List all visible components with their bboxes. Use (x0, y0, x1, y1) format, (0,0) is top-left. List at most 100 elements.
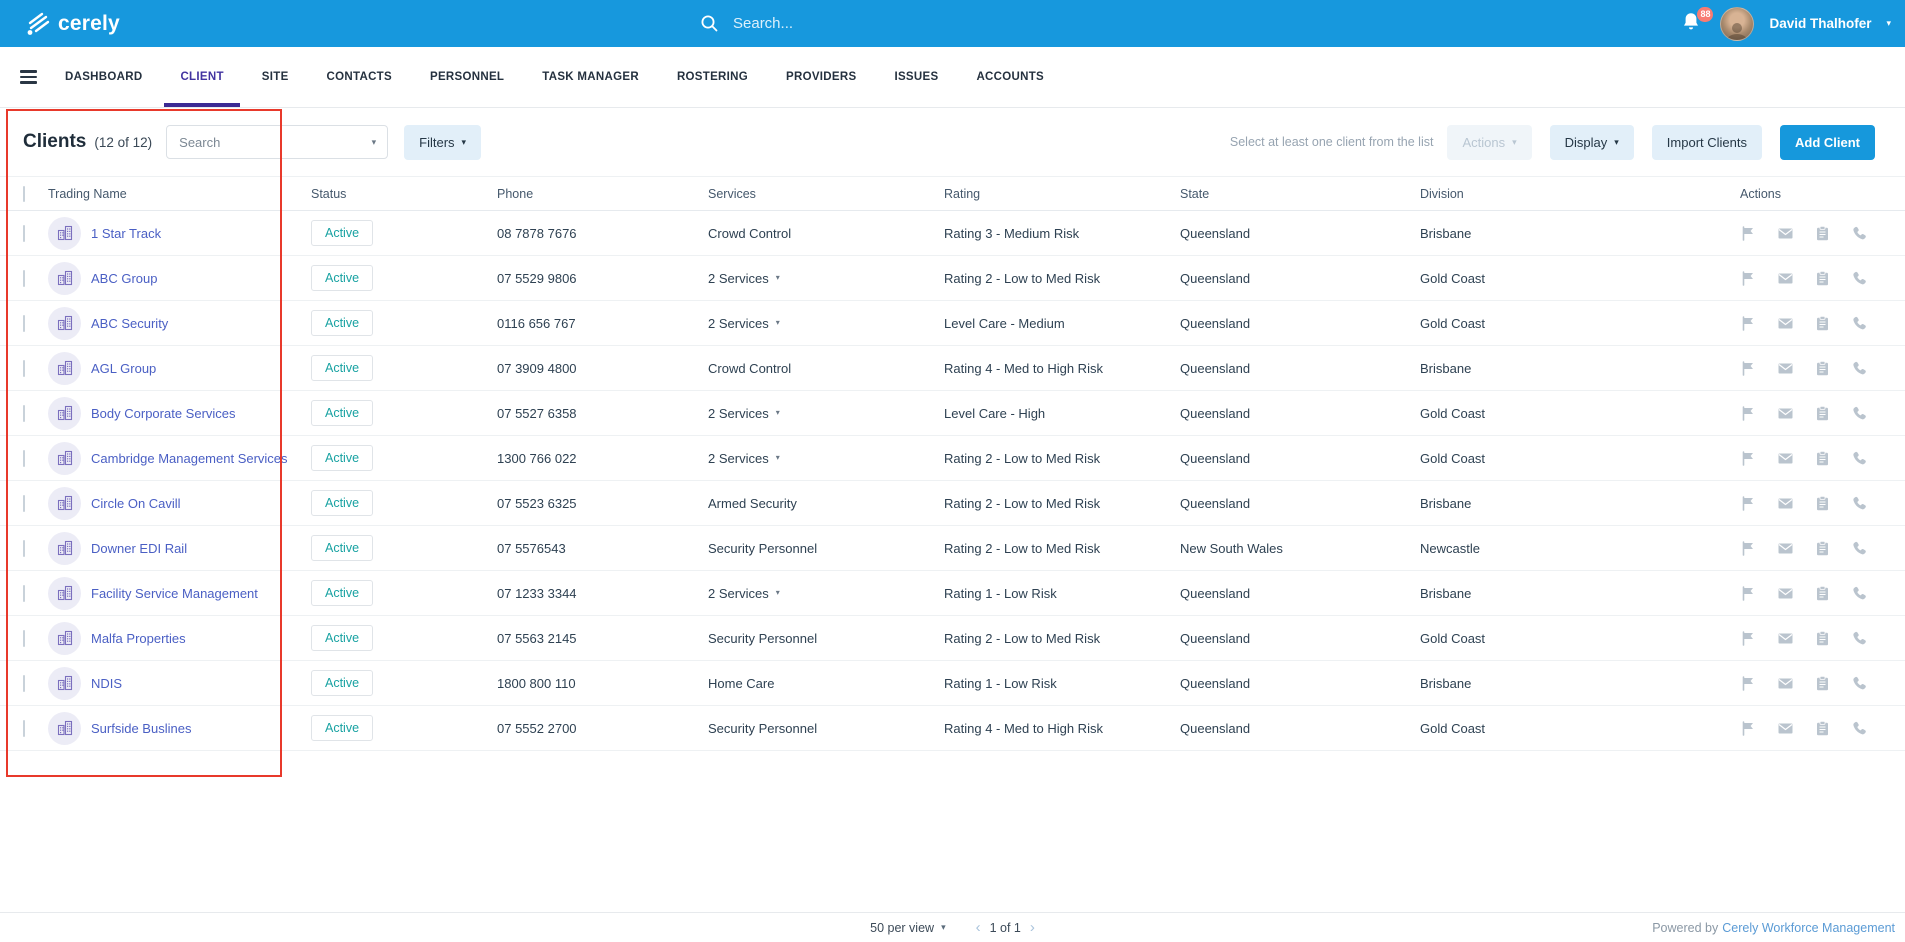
clipboard-icon[interactable] (1814, 495, 1831, 512)
nav-item[interactable]: DASHBOARD (65, 71, 143, 83)
flag-icon[interactable] (1740, 540, 1757, 557)
client-name-link[interactable]: Facility Service Management (91, 585, 258, 601)
flag-icon[interactable] (1740, 225, 1757, 242)
nav-item[interactable]: ACCOUNTS (976, 71, 1045, 83)
client-name-link[interactable]: Downer EDI Rail (91, 540, 188, 556)
flag-icon[interactable] (1740, 405, 1757, 422)
nav-item[interactable]: SITE (261, 71, 289, 83)
powered-by-link[interactable]: Cerely Workforce Management (1722, 920, 1895, 935)
services-cell[interactable]: 2 Services (708, 405, 769, 421)
mail-icon[interactable] (1777, 450, 1794, 467)
actions-button[interactable]: Actions ▾ (1447, 124, 1532, 160)
user-avatar[interactable] (1720, 6, 1755, 41)
clipboard-icon[interactable] (1814, 675, 1831, 692)
clipboard-icon[interactable] (1814, 405, 1831, 422)
row-checkbox[interactable] (23, 269, 25, 287)
clipboard-icon[interactable] (1814, 225, 1831, 242)
services-cell[interactable]: 2 Services (708, 450, 769, 466)
row-checkbox[interactable] (23, 494, 25, 512)
phone-icon[interactable] (1851, 270, 1868, 287)
services-expand-caret-icon[interactable]: ▾ (775, 453, 780, 462)
filters-button[interactable]: Filters ▾ (404, 124, 482, 160)
phone-icon[interactable] (1851, 630, 1868, 647)
phone-icon[interactable] (1851, 360, 1868, 377)
clipboard-icon[interactable] (1814, 720, 1831, 737)
clipboard-icon[interactable] (1814, 315, 1831, 332)
phone-icon[interactable] (1851, 585, 1868, 602)
flag-icon[interactable] (1740, 450, 1757, 467)
client-name-link[interactable]: ABC Security (91, 315, 169, 331)
clipboard-icon[interactable] (1814, 585, 1831, 602)
flag-icon[interactable] (1740, 630, 1757, 647)
mail-icon[interactable] (1777, 405, 1794, 422)
flag-icon[interactable] (1740, 315, 1757, 332)
user-name[interactable]: David Thalhofer (1769, 16, 1872, 31)
services-expand-caret-icon[interactable]: ▾ (775, 588, 780, 597)
phone-icon[interactable] (1851, 495, 1868, 512)
client-name-link[interactable]: Cambridge Management Services (91, 450, 288, 466)
row-checkbox[interactable] (23, 719, 25, 737)
nav-item[interactable]: PERSONNEL (429, 71, 505, 83)
select-all-checkbox[interactable] (23, 185, 25, 202)
client-name-link[interactable]: Surfside Buslines (91, 720, 192, 736)
services-cell[interactable]: 2 Services (708, 585, 769, 601)
notifications-button[interactable]: 88 (1681, 6, 1714, 37)
clipboard-icon[interactable] (1814, 540, 1831, 557)
row-checkbox[interactable] (23, 584, 25, 602)
services-expand-caret-icon[interactable]: ▾ (775, 318, 780, 327)
services-cell[interactable]: 2 Services (708, 270, 769, 286)
mail-icon[interactable] (1777, 315, 1794, 332)
services-expand-caret-icon[interactable]: ▾ (775, 408, 780, 417)
mail-icon[interactable] (1777, 720, 1794, 737)
mail-icon[interactable] (1777, 225, 1794, 242)
flag-icon[interactable] (1740, 720, 1757, 737)
client-name-link[interactable]: 1 Star Track (91, 225, 162, 241)
client-search-combo[interactable]: ▾ (166, 125, 389, 159)
client-name-link[interactable]: Malfa Properties (91, 630, 186, 646)
client-name-link[interactable]: NDIS (91, 675, 123, 691)
client-name-link[interactable]: ABC Group (91, 270, 158, 286)
nav-item[interactable]: TASK MANAGER (542, 71, 639, 83)
mail-icon[interactable] (1777, 360, 1794, 377)
next-page-chevron[interactable]: › (1029, 919, 1035, 936)
mail-icon[interactable] (1777, 270, 1794, 287)
nav-item[interactable]: CLIENT (164, 47, 241, 107)
menu-hamburger-icon[interactable] (20, 70, 37, 84)
flag-icon[interactable] (1740, 270, 1757, 287)
clipboard-icon[interactable] (1814, 360, 1831, 377)
add-client-button[interactable]: Add Client (1780, 124, 1875, 160)
phone-icon[interactable] (1851, 675, 1868, 692)
nav-item[interactable]: PROVIDERS (786, 71, 857, 83)
phone-icon[interactable] (1851, 315, 1868, 332)
mail-icon[interactable] (1777, 495, 1794, 512)
phone-icon[interactable] (1851, 225, 1868, 242)
user-menu-caret-icon[interactable]: ▾ (1886, 18, 1891, 28)
client-name-link[interactable]: Body Corporate Services (91, 405, 236, 421)
flag-icon[interactable] (1740, 360, 1757, 377)
global-search-input[interactable] (733, 15, 993, 32)
row-checkbox[interactable] (23, 314, 25, 332)
row-checkbox[interactable] (23, 404, 25, 422)
clipboard-icon[interactable] (1814, 450, 1831, 467)
phone-icon[interactable] (1851, 540, 1868, 557)
clipboard-icon[interactable] (1814, 270, 1831, 287)
mail-icon[interactable] (1777, 540, 1794, 557)
row-checkbox[interactable] (23, 539, 25, 557)
phone-icon[interactable] (1851, 450, 1868, 467)
display-button[interactable]: Display ▾ (1549, 124, 1634, 160)
mail-icon[interactable] (1777, 585, 1794, 602)
client-search-input[interactable] (179, 134, 360, 150)
row-checkbox[interactable] (23, 224, 25, 242)
row-checkbox[interactable] (23, 629, 25, 647)
flag-icon[interactable] (1740, 495, 1757, 512)
flag-icon[interactable] (1740, 585, 1757, 602)
client-name-link[interactable]: Circle On Cavill (91, 495, 181, 511)
row-checkbox[interactable] (23, 449, 25, 467)
flag-icon[interactable] (1740, 675, 1757, 692)
clipboard-icon[interactable] (1814, 630, 1831, 647)
mail-icon[interactable] (1777, 675, 1794, 692)
nav-item[interactable]: CONTACTS (326, 71, 392, 83)
nav-item[interactable]: ISSUES (894, 71, 939, 83)
services-expand-caret-icon[interactable]: ▾ (775, 273, 780, 282)
row-checkbox[interactable] (23, 674, 25, 692)
